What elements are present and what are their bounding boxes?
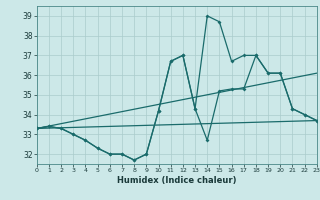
X-axis label: Humidex (Indice chaleur): Humidex (Indice chaleur) bbox=[117, 176, 236, 185]
